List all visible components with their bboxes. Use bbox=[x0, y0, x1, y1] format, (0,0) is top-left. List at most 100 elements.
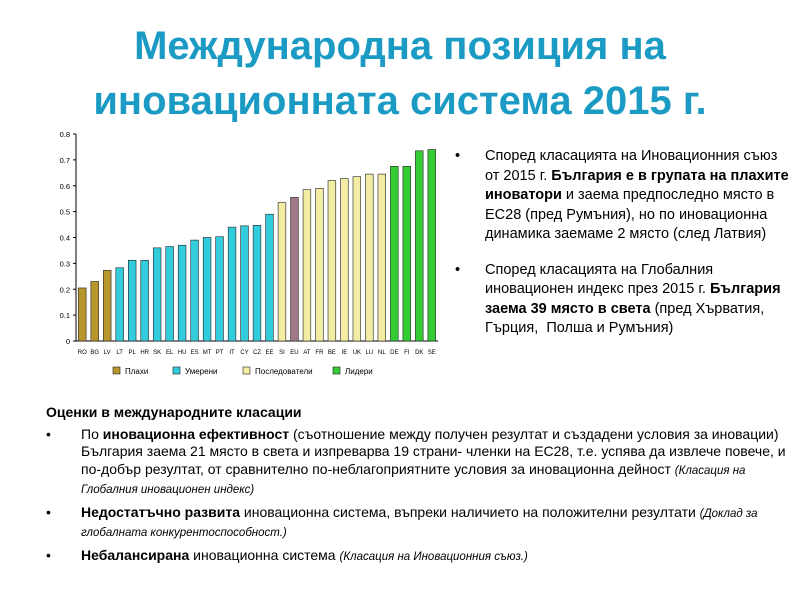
bar-lv bbox=[103, 270, 112, 342]
legend-swatch bbox=[332, 366, 341, 375]
bar-fr bbox=[315, 188, 324, 342]
x-tick-label: PT bbox=[216, 350, 224, 356]
bar-se bbox=[427, 149, 436, 342]
bar-it bbox=[227, 226, 237, 342]
x-tick-label: ES bbox=[191, 350, 199, 356]
bar-cz bbox=[252, 225, 262, 342]
legend-label: Умерени bbox=[185, 367, 217, 376]
bar-hr bbox=[140, 259, 149, 342]
bar-eu bbox=[290, 197, 299, 342]
assessment-text-bold: иновационна ефективност bbox=[102, 425, 290, 442]
legend-label: Лидери bbox=[345, 367, 373, 376]
legend-swatch bbox=[242, 366, 251, 375]
x-tick-label: HR bbox=[140, 350, 149, 356]
bar-ee bbox=[265, 213, 274, 342]
x-tick-label: DE bbox=[390, 350, 398, 356]
assessment-underdeveloped: • Недостатъчно развита иновационна систе… bbox=[46, 504, 786, 543]
x-tick-label: PL bbox=[129, 350, 137, 356]
assessment-text-post: иновационна система bbox=[189, 546, 340, 563]
bullet-text-post: (пред Хърватия, Гърция, Полша и Румъния) bbox=[485, 300, 769, 337]
x-tick-label: AT bbox=[303, 350, 311, 356]
bullet-dot-icon: • bbox=[455, 261, 461, 278]
bar-nl bbox=[377, 173, 386, 342]
bar-lu bbox=[365, 173, 374, 342]
bar-dk bbox=[415, 150, 424, 342]
y-tick-label: 0.3 bbox=[60, 259, 70, 268]
bullet-dot-icon: • bbox=[46, 503, 51, 520]
bar-mt bbox=[202, 237, 212, 342]
x-tick-label: SK bbox=[153, 350, 161, 356]
bar-be bbox=[327, 180, 337, 342]
bar-at bbox=[302, 189, 312, 342]
bar-pl bbox=[128, 259, 137, 342]
x-tick-label: IE bbox=[342, 350, 348, 356]
x-tick-label: LU bbox=[366, 350, 374, 356]
bar-el bbox=[165, 246, 174, 342]
y-tick-label: 0.2 bbox=[60, 285, 70, 294]
assessment-efficiency: • По иновационна ефективност (съотношени… bbox=[46, 426, 786, 500]
bar-cy bbox=[240, 225, 249, 342]
x-tick-label: IT bbox=[229, 350, 235, 356]
x-tick-label: NL bbox=[378, 350, 386, 356]
legend-label: Последователи bbox=[255, 367, 313, 376]
legend-label: Плахи bbox=[125, 367, 148, 376]
bar-lt bbox=[115, 267, 124, 342]
assessment-text-bold: Недостатъчно развита bbox=[81, 503, 240, 520]
assessment-source: (Класация на Иновационния съюз.) bbox=[339, 550, 528, 563]
bullet-innovation-union: • Според класацията на Иновационния съюз… bbox=[455, 147, 790, 245]
bar-ie bbox=[340, 178, 349, 342]
bullet-text-bold: България е в групата на плахите иноватор… bbox=[485, 167, 789, 204]
x-tick-label: LT bbox=[116, 350, 123, 356]
y-tick-label: 0.4 bbox=[60, 234, 70, 243]
bar-fi bbox=[402, 166, 411, 342]
bar-de bbox=[390, 166, 399, 342]
bullet-dot-icon: • bbox=[455, 148, 461, 164]
right-bullet-list: • Според класацията на Иновационния съюз… bbox=[455, 147, 790, 355]
slide-title-line-2: иновационната система 2015 г. bbox=[93, 79, 707, 123]
x-tick-label: CY bbox=[240, 350, 248, 356]
x-tick-label: EU bbox=[290, 350, 298, 356]
y-tick-label: 0.6 bbox=[60, 182, 70, 191]
slide-title-line-1: Международна позиция на bbox=[134, 24, 666, 68]
bullet-text-bold: България заема 39 място в света bbox=[485, 281, 781, 317]
bullet-global-index: • Според класацията на Глобалния иноваци… bbox=[455, 261, 790, 339]
y-tick-label: 0.5 bbox=[60, 208, 70, 217]
bar-pt bbox=[215, 236, 224, 342]
legend-swatch bbox=[172, 366, 181, 375]
assessments-heading: Оценки в международните класации bbox=[46, 404, 302, 420]
bullet-text-pre: Според класацията на Глобалния иновацион… bbox=[485, 261, 714, 298]
x-tick-label: MT bbox=[203, 350, 212, 356]
x-tick-label: CZ bbox=[253, 350, 261, 356]
assessment-unbalanced: • Небалансирана иновационна система (Кла… bbox=[46, 547, 786, 567]
x-tick-label: FR bbox=[315, 350, 324, 356]
x-tick-label: BG bbox=[90, 350, 99, 356]
bar-es bbox=[190, 239, 199, 342]
bullet-text-pre: Според класацията на Иновационния съюз о… bbox=[485, 148, 778, 184]
x-tick-label: HU bbox=[178, 350, 187, 356]
bar-bg bbox=[90, 281, 99, 342]
x-tick-label: UK bbox=[353, 350, 361, 356]
bullet-dot-icon: • bbox=[46, 546, 51, 563]
x-tick-label: EL bbox=[166, 350, 174, 356]
x-tick-label: EE bbox=[265, 350, 273, 356]
y-tick-label: 0.7 bbox=[60, 156, 70, 165]
x-tick-label: DK bbox=[415, 350, 423, 356]
assessment-source: (Доклад за глобалната конкурентоспособно… bbox=[81, 507, 758, 540]
bar-ro bbox=[78, 287, 87, 342]
y-tick-label: 0.1 bbox=[60, 311, 70, 320]
y-tick-label: 0 bbox=[66, 337, 70, 346]
assessment-text-pre: По bbox=[81, 425, 103, 442]
bar-si bbox=[277, 202, 287, 342]
x-tick-label: FI bbox=[404, 350, 410, 356]
assessment-text-bold: Небалансирана bbox=[81, 546, 190, 563]
x-tick-label: SE bbox=[428, 350, 436, 356]
assessments-section: Оценки в международните класации • По ин… bbox=[46, 404, 786, 570]
legend-swatch bbox=[112, 366, 121, 375]
y-tick-label: 0.8 bbox=[60, 130, 70, 139]
assessment-text-post: иновационна система, въпреки наличието н… bbox=[240, 503, 700, 520]
x-tick-label: BE bbox=[328, 350, 336, 356]
bullet-text-post: и заема предпоследно място в ЕС28 (пред … bbox=[485, 187, 775, 242]
bullet-dot-icon: • bbox=[46, 425, 51, 442]
assessment-source: (Класация на Глобалния иновационен индек… bbox=[81, 464, 746, 497]
x-tick-label: RO bbox=[78, 350, 87, 356]
